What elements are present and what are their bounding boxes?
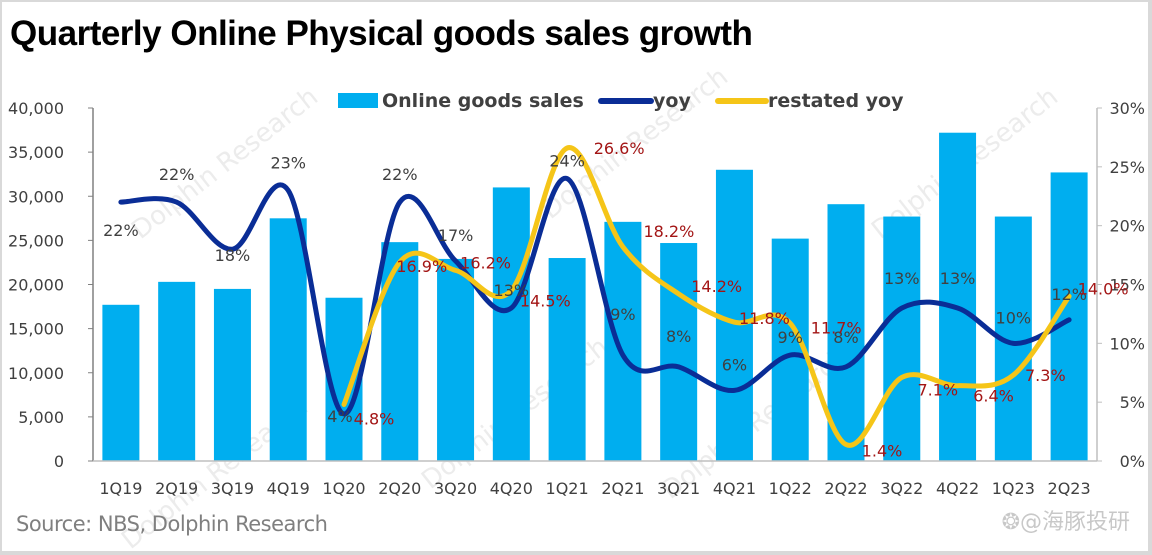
right-tick-label: 0% [1120,452,1145,471]
restated-yoy-data-label: 1.4% [862,442,903,461]
x-tick-label: 4Q21 [713,479,756,498]
yoy-data-label: 10% [996,308,1032,327]
bar-4Q19 [269,218,307,461]
bar-1Q19 [102,304,140,461]
restated-yoy-data-label: 14.0% [1078,279,1129,298]
legend-swatch-online-goods-sales [338,93,378,108]
right-tick-label: 25% [1109,158,1145,177]
restated-yoy-data-label: 16.9% [396,257,447,276]
bar-2Q21 [604,221,642,461]
bar-3Q21 [660,243,698,461]
bar-2Q22 [827,204,865,461]
bar-3Q19 [213,288,251,461]
yoy-data-label: 9% [610,305,635,324]
bar-1Q21 [548,258,586,461]
yoy-data-label: 18% [215,246,251,265]
restated-yoy-data-label: 6.4% [973,387,1014,406]
yoy-data-label: 22% [103,221,139,240]
right-tick-label: 20% [1109,217,1145,236]
yoy-data-label: 6% [722,355,747,374]
left-tick-label: 40,000 [8,99,64,118]
restated-yoy-data-label: 18.2% [643,222,694,241]
bar-series-online-goods-sales [102,132,1088,462]
yoy-data-label: 24% [549,152,585,171]
yoy-data-label: 13% [884,269,920,288]
left-tick-label: 0 [54,452,64,471]
x-tick-label: 3Q19 [211,479,254,498]
restated-yoy-data-label: 16.2% [460,253,511,272]
x-tick-label: 3Q20 [434,479,477,498]
yoy-data-label: 12% [1051,285,1087,304]
right-tick-label: 10% [1109,334,1145,353]
bar-4Q20 [492,187,530,462]
left-tick-label: 20,000 [8,276,64,295]
left-tick-label: 15,000 [8,320,64,339]
legend-label-restated-yoy: restated yoy [768,90,904,112]
right-tick-label: 15% [1109,276,1145,295]
yoy-data-label: 8% [833,328,858,347]
left-tick-label: 10,000 [8,364,64,383]
x-tick-label: 2Q19 [155,479,198,498]
yoy-data-label: 9% [778,328,803,347]
yoy-data-label: 8% [666,327,691,346]
bar-3Q20 [437,258,475,461]
x-tick-label: 1Q21 [546,479,589,498]
left-tick-label: 5,000 [18,408,64,427]
x-tick-label: 1Q23 [992,479,1035,498]
chart-title: Quarterly Online Physical goods sales gr… [10,14,753,53]
bar-4Q22 [939,132,977,461]
x-tick-label: 1Q19 [99,479,142,498]
right-tick-label: 30% [1109,99,1145,118]
restated-yoy-data-label: 14.2% [691,277,742,296]
x-tick-label: 2Q21 [601,479,644,498]
legend-label-online-goods-sales: Online goods sales [382,90,584,112]
left-tick-label: 25,000 [8,231,64,250]
x-tick-label: 4Q22 [936,479,979,498]
legend-label-yoy: yoy [653,90,691,112]
yoy-data-label: 23% [270,153,306,172]
restated-yoy-data-label: 26.6% [594,139,645,158]
restated-yoy-data-label: 4.8% [354,410,395,429]
bar-2Q19 [158,281,196,461]
right-tick-label: 5% [1120,393,1145,412]
left-tick-label: 30,000 [8,187,64,206]
x-tick-label: 3Q22 [880,479,923,498]
data-labels: 22%22%18%23%4%22%17%13%24%9%8%6%9% 8%13% 1… [103,139,1128,461]
brand-watermark: ❂@海豚投研 [1001,510,1130,535]
yoy-data-label: 13% [940,269,976,288]
bar-3Q22 [883,216,921,461]
restated-yoy-data-label: 7.3% [1025,366,1066,385]
x-tick-label: 1Q22 [769,479,812,498]
legend: Online goods sales yoy restated yoy [338,90,904,112]
x-tick-label: 2Q22 [824,479,867,498]
restated-yoy-data-label: 7.1% [917,380,958,399]
x-tick-label: 4Q20 [490,479,533,498]
x-tick-label: 4Q19 [267,479,310,498]
yoy-data-label: 22% [159,165,195,184]
x-tick-label: 2Q20 [378,479,421,498]
restated-yoy-data-label: 14.5% [520,291,571,310]
line-restated-yoy [341,145,1072,448]
x-tick-label: 2Q23 [1048,479,1091,498]
restated-yoy-data-label: 11.7% [811,318,862,337]
line-yoy [118,176,1072,417]
left-tick-label: 35,000 [8,143,64,162]
restated-yoy-data-label: 11.8% [739,309,790,328]
line-series [118,145,1072,448]
yoy-data-label: 22% [382,165,418,184]
x-tick-label: 3Q21 [657,479,700,498]
axes: 0 5,000 10,000 15,000 20,000 25,000 30,000 35,0… [8,99,1145,498]
yoy-data-label: 4% [327,407,352,426]
yoy-data-label: 17% [438,226,474,245]
yoy-data-label: 13% [494,281,530,300]
x-tick-label: 1Q20 [322,479,365,498]
source-note: Source: NBS, Dolphin Research [16,512,328,536]
